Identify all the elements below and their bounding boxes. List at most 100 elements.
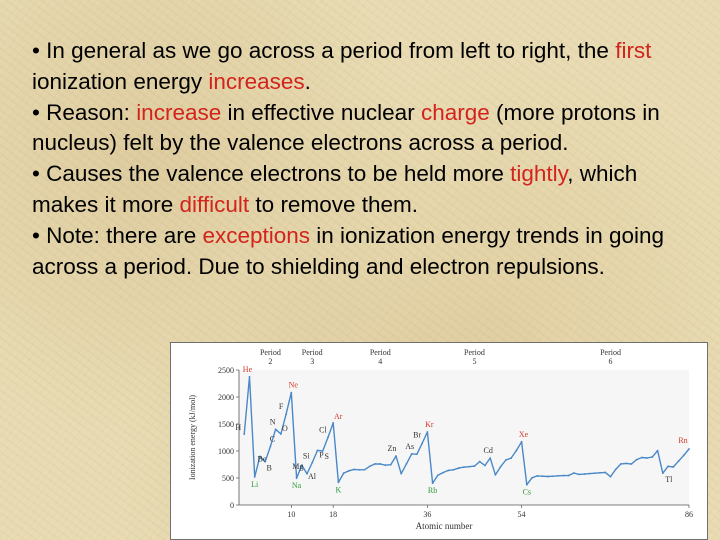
element-label-n: N xyxy=(270,417,276,426)
data-point xyxy=(609,475,612,478)
data-point xyxy=(327,436,329,439)
element-label-p: P xyxy=(319,450,324,459)
text-run: . xyxy=(304,68,311,94)
period-label: Period xyxy=(302,348,323,357)
data-point xyxy=(269,445,272,448)
text-run: ionization energy xyxy=(32,68,209,94)
element-label-cl: Cl xyxy=(319,425,327,434)
element-label-f: F xyxy=(279,402,284,411)
element-label-ar: Ar xyxy=(334,412,343,421)
data-point xyxy=(494,473,497,476)
x-tick-label: 54 xyxy=(518,510,526,519)
x-tick-label: 36 xyxy=(423,510,431,519)
ionization-energy-chart: 0 500 1000 1500 2000 2500 10 18 36 54 86 Atomic num… xyxy=(170,342,708,540)
highlighted-word: increases xyxy=(208,68,305,94)
data-point xyxy=(557,474,560,477)
data-point xyxy=(484,464,486,467)
data-point xyxy=(630,463,633,465)
plot-area xyxy=(239,370,689,505)
element-label-mg: Mg xyxy=(292,462,303,471)
period-number: 6 xyxy=(609,357,613,366)
bullet-general-trend: • In general as we go across a period fr… xyxy=(32,36,702,98)
element-label-o: O xyxy=(282,424,288,433)
data-point xyxy=(410,452,413,455)
data-point xyxy=(599,471,601,474)
data-point xyxy=(614,468,617,471)
data-point xyxy=(368,465,371,468)
data-point xyxy=(442,471,444,474)
text-run: in ionization energy trends in going acr… xyxy=(32,222,665,279)
data-point xyxy=(300,464,303,467)
data-point xyxy=(583,473,586,475)
data-point xyxy=(520,440,523,443)
bullet-valence-electrons: • Causes the valence electrons to be hel… xyxy=(32,159,702,221)
data-point xyxy=(567,474,570,477)
period-number: 2 xyxy=(268,357,272,366)
element-label-na: Na xyxy=(292,481,302,490)
data-point xyxy=(311,461,314,464)
element-label-h: H xyxy=(235,423,241,432)
data-point xyxy=(541,475,544,478)
data-point xyxy=(384,464,387,467)
period-label: Period xyxy=(600,348,621,357)
data-point xyxy=(290,391,293,394)
element-label-k: K xyxy=(336,485,342,494)
data-point xyxy=(510,457,512,459)
data-point xyxy=(400,472,403,475)
highlighted-word: charge xyxy=(420,99,490,125)
data-point xyxy=(525,483,528,486)
text-run: (more protons in nucleus) felt by the va… xyxy=(32,99,660,156)
element-label-kr: Kr xyxy=(425,420,434,429)
data-point xyxy=(578,473,581,476)
element-label-rn: Rn xyxy=(678,436,687,445)
bullet-reason: • Reason: increase in effective nuclear … xyxy=(32,98,702,160)
element-label-b: B xyxy=(266,464,271,473)
element-label-ne: Ne xyxy=(289,381,299,390)
data-point xyxy=(531,476,533,479)
text-run: • Reason: xyxy=(32,99,137,125)
element-label-zn: Zn xyxy=(388,444,397,453)
data-point xyxy=(259,455,261,458)
data-point xyxy=(447,469,450,472)
highlighted-word: difficult xyxy=(179,191,250,217)
period-number: 4 xyxy=(378,357,382,366)
data-point xyxy=(656,449,659,452)
element-label-li: Li xyxy=(251,480,259,489)
data-point xyxy=(347,469,350,472)
y-tick-label: 1500 xyxy=(218,420,234,429)
data-point xyxy=(295,477,298,480)
element-label-xe: Xe xyxy=(519,430,529,439)
data-point xyxy=(515,449,518,452)
data-point xyxy=(436,474,439,477)
x-tick-label: 10 xyxy=(287,510,295,519)
data-point xyxy=(248,376,251,378)
slide-text: • In general as we go across a period fr… xyxy=(32,36,702,282)
data-point xyxy=(431,482,434,485)
data-point xyxy=(651,456,654,458)
element-label-al: Al xyxy=(308,472,317,481)
period-number: 3 xyxy=(310,357,314,366)
data-point xyxy=(416,453,418,456)
element-label-s: S xyxy=(324,452,328,461)
highlighted-word: tightly xyxy=(510,161,568,187)
data-point xyxy=(426,431,429,433)
text-run: • Causes the valence electrons to be hel… xyxy=(32,161,511,187)
y-tick-label: 0 xyxy=(230,501,234,510)
data-point xyxy=(321,450,324,452)
data-point xyxy=(316,449,319,452)
element-label-tl: Tl xyxy=(665,475,673,484)
data-point xyxy=(274,428,277,431)
element-label-be: Be xyxy=(257,454,266,463)
data-point xyxy=(661,472,664,475)
y-tick-label: 1000 xyxy=(218,447,234,456)
data-point xyxy=(667,465,669,468)
data-point xyxy=(452,468,455,471)
data-point xyxy=(478,460,481,463)
element-label-cd: Cd xyxy=(483,446,492,455)
data-point xyxy=(463,466,465,468)
data-point xyxy=(468,465,471,468)
data-point xyxy=(677,460,680,463)
data-point xyxy=(672,466,675,468)
data-point xyxy=(337,481,340,484)
data-point xyxy=(588,472,591,475)
